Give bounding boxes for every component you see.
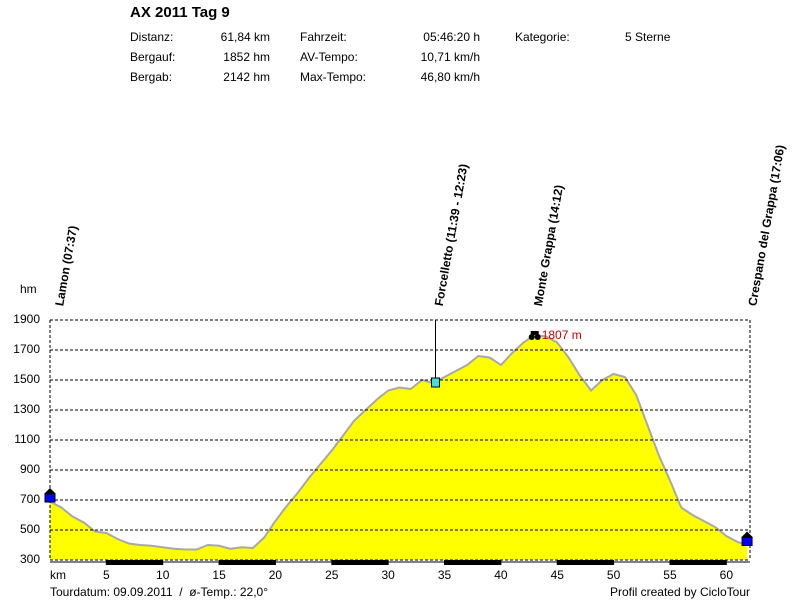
km-strip xyxy=(444,560,501,565)
house-roof xyxy=(741,531,754,538)
x-tick-label: 15 xyxy=(212,568,226,582)
x-tick-label: 5 xyxy=(103,568,110,582)
summit-label: 1807 m xyxy=(542,328,582,342)
x-tick-label: 60 xyxy=(720,568,734,582)
km-strip xyxy=(106,560,163,565)
km-strip xyxy=(219,560,276,565)
y-tick-label: 1300 xyxy=(13,402,40,416)
stat-value: 1852 hm xyxy=(223,50,270,64)
elevation-line xyxy=(49,333,748,551)
footer-credit: Profil created by CicloTour xyxy=(610,585,750,599)
stat-value: 2142 hm xyxy=(223,70,270,84)
stat-value: 61,84 km xyxy=(221,30,270,44)
stat-label: Bergab: xyxy=(130,70,172,84)
y-tick-label: 900 xyxy=(20,462,40,476)
x-tick-label: 30 xyxy=(381,568,395,582)
y-tick-label: 1100 xyxy=(14,432,40,446)
summit-icon xyxy=(528,330,541,340)
x-axis-label: km xyxy=(50,568,66,582)
x-tick-label: 20 xyxy=(269,568,283,582)
title: AX 2011 Tag 9 xyxy=(130,4,230,21)
binocular-top xyxy=(530,330,539,335)
stat-label: AV-Tempo: xyxy=(300,50,358,64)
footer-date: Tourdatum: 09.09.2011 / ø-Temp.: 22,0° xyxy=(50,585,268,599)
km-strip xyxy=(557,560,614,565)
y-tick-label: 500 xyxy=(20,522,40,536)
stat-label: Max-Tempo: xyxy=(300,70,366,84)
stat-label: Fahrzeit: xyxy=(300,30,347,44)
house-icon xyxy=(741,531,754,546)
elevation-area xyxy=(50,335,748,560)
y-tick-label: 700 xyxy=(20,492,40,506)
waypoint-label: Forcelletto (11:39 - 12:23) xyxy=(432,163,471,307)
stat-value: 10,71 km/h xyxy=(421,50,480,64)
house-roof xyxy=(44,488,56,494)
stat-value: 05:46:20 h xyxy=(423,30,480,44)
y-tick-label: 1900 xyxy=(13,312,40,326)
y-axis-label: hm xyxy=(20,282,37,296)
x-tick-label: 55 xyxy=(663,568,677,582)
x-tick-label: 40 xyxy=(494,568,508,582)
house-icon xyxy=(44,488,56,503)
waypoint-label: Monte Grappa (14:12) xyxy=(531,184,566,307)
binocular-l xyxy=(528,333,535,340)
km-strip xyxy=(331,560,389,565)
flag-icon xyxy=(431,377,441,388)
stat-value: 5 Sterne xyxy=(625,30,671,44)
stat-value: 46,80 km/h xyxy=(421,70,480,84)
house-body xyxy=(741,537,753,546)
y-tick-label: 300 xyxy=(20,552,40,566)
km-strip xyxy=(669,560,727,565)
y-tick-label: 1700 xyxy=(13,342,40,356)
house-body xyxy=(44,493,56,503)
waypoint-label: Lamon (07:37) xyxy=(52,225,80,308)
stat-label: Bergauf: xyxy=(130,50,175,64)
x-tick-label: 50 xyxy=(607,568,621,582)
x-tick-label: 10 xyxy=(156,568,170,582)
binocular-r xyxy=(534,333,541,340)
waypoint-label: Crespano del Grappa (17:06) xyxy=(745,144,787,307)
x-tick-label: 25 xyxy=(325,568,339,582)
x-tick-label: 35 xyxy=(438,568,452,582)
stat-label: Distanz: xyxy=(130,30,173,44)
x-tick-label: 45 xyxy=(551,568,565,582)
y-tick-label: 1500 xyxy=(13,372,40,386)
stat-label: Kategorie: xyxy=(515,30,570,44)
